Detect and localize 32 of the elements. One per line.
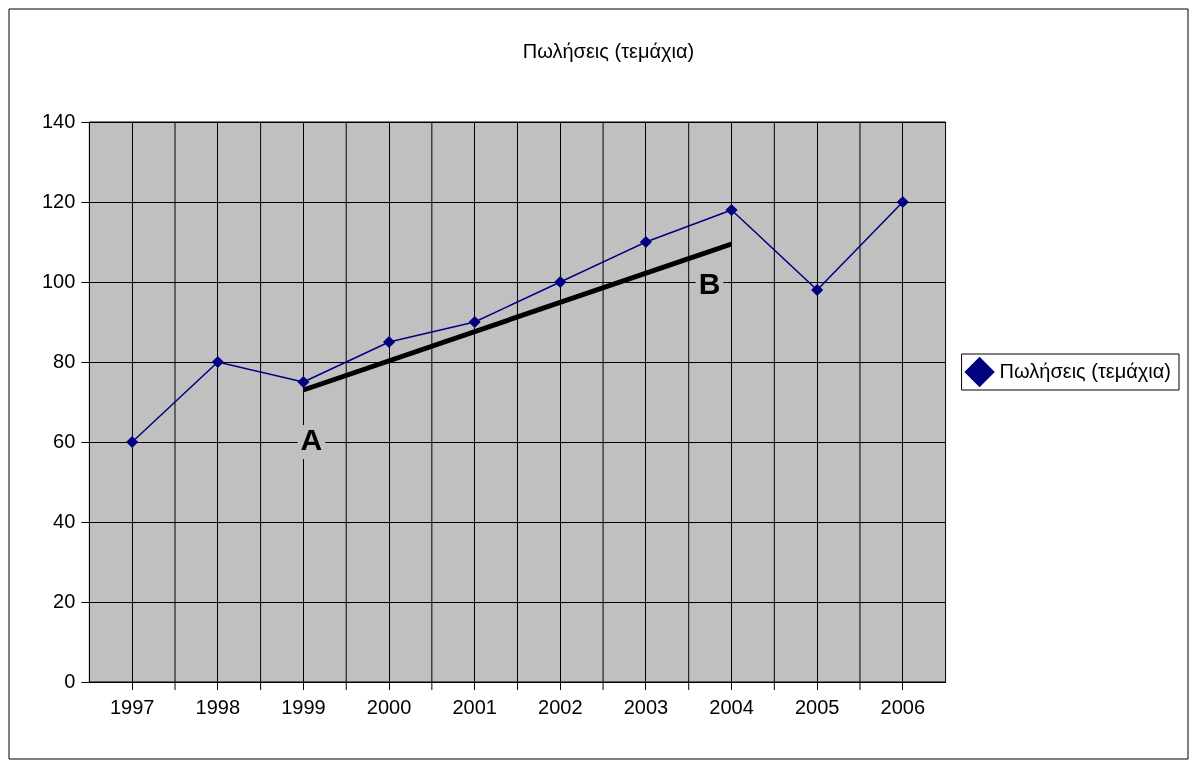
y-tick-label: 80 <box>53 349 76 372</box>
annotation: A <box>300 423 323 457</box>
point <box>897 196 909 208</box>
x-tick-label: 2006 <box>880 695 926 718</box>
y-tick-label: 20 <box>53 589 76 612</box>
x-tick-label: 2002 <box>538 695 583 718</box>
annotation: B <box>698 267 721 301</box>
x-tick-label: 2003 <box>623 695 669 718</box>
point <box>640 236 652 248</box>
y-tick-label: 40 <box>53 509 76 532</box>
y-tick-label: 100 <box>41 269 76 292</box>
x-tick-label: 1998 <box>195 695 241 718</box>
point <box>383 336 395 348</box>
point <box>811 284 823 296</box>
point <box>297 376 310 388</box>
x-tick-label: 2001 <box>452 695 497 718</box>
point <box>126 436 138 448</box>
x-tick-label: 2004 <box>709 695 754 718</box>
y-tick-label: 120 <box>41 189 76 212</box>
point <box>212 356 224 368</box>
legend-label: Πωλήσεις (τεμάχια) <box>999 359 1172 382</box>
y-tick-label: 0 <box>64 669 76 692</box>
point <box>468 316 481 328</box>
chart-title: Πωλήσεις (τεμάχια) <box>522 39 695 62</box>
x-tick-label: 2005 <box>794 695 840 718</box>
x-tick-label: 2000 <box>366 695 412 718</box>
y-tick-label: 140 <box>41 109 76 132</box>
y-tick-label: 60 <box>53 429 76 452</box>
point <box>725 204 738 216</box>
x-tick-label: 1999 <box>281 695 326 718</box>
x-tick-label: 1997 <box>109 695 155 718</box>
point <box>554 276 567 288</box>
